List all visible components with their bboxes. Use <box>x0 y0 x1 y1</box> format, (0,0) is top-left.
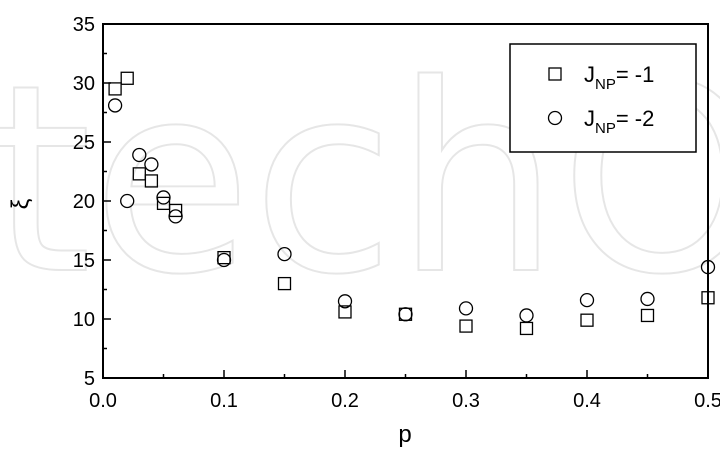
data-point-circle <box>156 190 171 205</box>
data-point-circle <box>168 209 183 224</box>
data-markers <box>107 71 716 336</box>
data-point-square <box>120 71 134 85</box>
x-axis-label: p <box>398 421 411 448</box>
legend-2-main: J <box>584 106 595 131</box>
data-point-circle <box>216 252 232 268</box>
data-point-square <box>459 319 473 333</box>
data-point-circle <box>132 147 147 163</box>
data-point-circle <box>107 98 123 113</box>
data-point-square <box>156 196 171 211</box>
data-point-square <box>132 167 146 181</box>
data-point-square <box>338 305 352 319</box>
data-point-square <box>277 276 292 291</box>
data-point-square <box>108 82 122 96</box>
data-point-square <box>144 174 159 188</box>
legend-entry-2: JNP= -2 <box>584 106 654 137</box>
x-tick-label: 0.4 <box>573 390 601 412</box>
y-tick-label: 5 <box>84 368 95 390</box>
legend-box <box>509 43 697 153</box>
x-tick-label: 0.3 <box>452 390 480 412</box>
data-point-circle <box>144 157 159 172</box>
x-tick-label: 0.0 <box>89 390 117 412</box>
data-point-circle <box>120 193 135 209</box>
data-point-circle <box>337 294 353 309</box>
legend-marker-circle <box>547 110 563 126</box>
data-point-circle <box>277 246 292 262</box>
data-point-circle <box>398 307 413 322</box>
data-point-circle <box>640 291 655 307</box>
data-point-square <box>640 308 655 323</box>
y-axis-label: ξ <box>7 198 34 209</box>
x-tick-label: 0.1 <box>210 390 238 412</box>
y-tick-label: 15 <box>73 250 95 272</box>
data-point-circle <box>519 308 534 323</box>
y-tick-label: 35 <box>73 14 95 36</box>
legend: JNP= -1 JNP= -2 <box>509 43 697 153</box>
legend-1-main: J <box>584 62 595 87</box>
data-point-circle <box>579 292 595 308</box>
data-point-square <box>168 203 183 218</box>
legend-entry-1: JNP= -1 <box>584 62 654 93</box>
legend-1-sub: NP <box>595 76 616 93</box>
legend-marker-square <box>548 67 562 81</box>
legend-2-sub: NP <box>595 120 616 137</box>
y-tick-label: 25 <box>73 132 95 154</box>
legend-1-rest: = -1 <box>616 62 655 87</box>
data-point-square <box>580 313 594 327</box>
legend-2-rest: = -2 <box>616 106 655 131</box>
x-tick-label: 0.5 <box>694 390 720 412</box>
axis-ticks: 0.0 0.1 0.2 0.3 0.4 0.5 5 10 15 20 25 30 35 <box>73 14 720 412</box>
y-tick-label: 30 <box>73 73 95 95</box>
data-point-circle <box>458 301 474 316</box>
plot-frame <box>102 23 709 379</box>
y-tick-label: 20 <box>73 191 95 213</box>
x-tick-label: 0.2 <box>331 390 359 412</box>
y-tick-label: 10 <box>73 309 95 331</box>
